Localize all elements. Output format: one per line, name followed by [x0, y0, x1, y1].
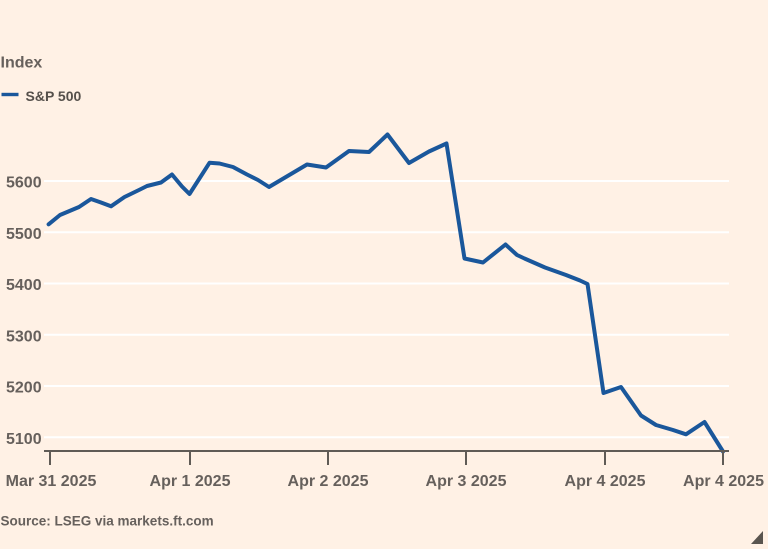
svg-text:Apr 2 2025: Apr 2 2025	[288, 473, 369, 490]
svg-text:Source: LSEG via markets.ft.co: Source: LSEG via markets.ft.com	[1, 514, 214, 529]
svg-text:5100: 5100	[6, 431, 42, 448]
svg-text:5400: 5400	[6, 277, 42, 294]
svg-text:Apr 4 2025: Apr 4 2025	[565, 473, 646, 490]
svg-text:Apr 4 2025: Apr 4 2025	[683, 473, 764, 490]
svg-text:S&P 500: S&P 500	[26, 88, 82, 104]
svg-text:Apr 3 2025: Apr 3 2025	[426, 473, 507, 490]
svg-text:Index: Index	[1, 55, 43, 72]
svg-text:Mar 31 2025: Mar 31 2025	[6, 473, 97, 490]
svg-text:Apr 1 2025: Apr 1 2025	[150, 473, 231, 490]
svg-text:5300: 5300	[6, 328, 42, 345]
svg-text:5600: 5600	[6, 175, 42, 192]
svg-text:5200: 5200	[6, 380, 42, 397]
svg-text:5500: 5500	[6, 226, 42, 243]
